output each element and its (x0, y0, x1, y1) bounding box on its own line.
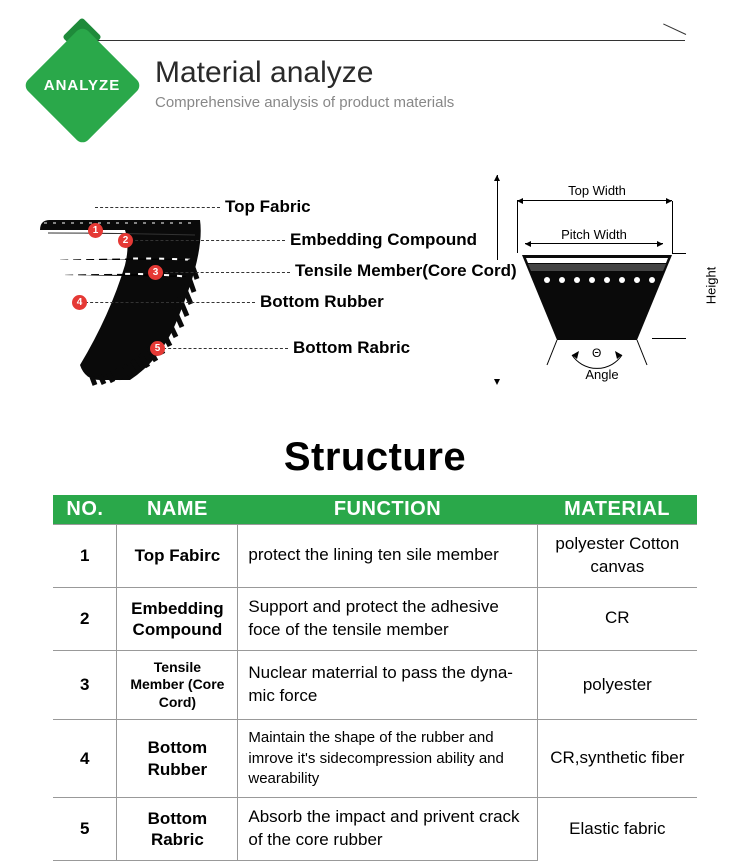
cell-function: protect the lining ten sile member (238, 525, 537, 588)
header-divider (85, 40, 685, 41)
belt-layer-diagram: 1 2 3 4 5 Top Fabric Embedding Compound … (30, 165, 460, 400)
cell-material: CR (537, 587, 697, 650)
table-header-row: NO. NAME FUNCTION MATERIAL (53, 495, 697, 525)
callout-dot-3: 3 (148, 265, 163, 280)
leader-line (80, 302, 255, 303)
cell-material: polyester (537, 650, 697, 720)
leader-line (125, 240, 285, 241)
table-row: 2Embedding CompoundSupport and protect t… (53, 587, 697, 650)
cell-name: Embedding Compound (117, 587, 238, 650)
cross-section-diagram: Top Width Pitch Width Height Θ Angle (497, 175, 692, 385)
badge-text: ANALYZE (22, 25, 142, 145)
leader-line (155, 272, 290, 273)
diagram-section: 1 2 3 4 5 Top Fabric Embedding Compound … (0, 155, 750, 425)
cell-name: Bottom Rubber (117, 720, 238, 798)
callout-dot-1: 1 (88, 223, 103, 238)
label-pitch-width: Pitch Width (545, 227, 643, 242)
cell-no: 2 (53, 587, 117, 650)
cell-material: polyester Cotton canvas (537, 525, 697, 588)
th-function: FUNCTION (238, 495, 537, 525)
cell-function: Support and protect the adhesive foce of… (238, 587, 537, 650)
title-block: Material analyze Comprehensive analysis … (155, 56, 454, 111)
layer-label-bottom-fabric: Bottom Rabric (293, 338, 410, 358)
layer-label-tensile: Tensile Member(Core Cord) (295, 261, 517, 281)
dim-pitch-width (525, 243, 663, 244)
table-row: 4Bottom RubberMaintain the shape of the … (53, 720, 697, 798)
cell-no: 1 (53, 525, 117, 588)
th-no: NO. (53, 495, 117, 525)
label-theta: Θ (592, 346, 601, 360)
dim-height (497, 175, 498, 260)
cell-no: 4 (53, 720, 117, 798)
table-row: 3Tensile Member (Core Cord)Nuclear mater… (53, 650, 697, 720)
structure-table: NO. NAME FUNCTION MATERIAL 1Top Fabircpr… (53, 495, 697, 861)
callout-dot-4: 4 (72, 295, 87, 310)
layer-label-embedding: Embedding Compound (290, 230, 477, 250)
analyze-badge: ANALYZE (22, 25, 142, 145)
table-row: 1Top Fabircprotect the lining ten sile m… (53, 525, 697, 588)
structure-heading: Structure (0, 435, 750, 480)
label-height: Height (704, 267, 719, 305)
cell-no: 3 (53, 650, 117, 720)
th-material: MATERIAL (537, 495, 697, 525)
cell-name: Tensile Member (Core Cord) (117, 650, 238, 720)
dim-top-width (517, 200, 672, 201)
layer-label-bottom-rubber: Bottom Rubber (260, 292, 384, 312)
page-subtitle: Comprehensive analysis of product materi… (155, 94, 454, 111)
callout-dot-5: 5 (150, 341, 165, 356)
header-section: ANALYZE Material analyze Comprehensive a… (0, 0, 750, 155)
cell-function: Nuclear materrial to pass the dyna-mic f… (238, 650, 537, 720)
page-title: Material analyze (155, 56, 454, 90)
leader-line (95, 207, 220, 208)
leader-line (158, 348, 288, 349)
layer-label-top-fabric: Top Fabric (225, 197, 311, 217)
cell-name: Top Fabirc (117, 525, 238, 588)
callout-dot-2: 2 (118, 233, 133, 248)
cell-function: Maintain the shape of the rubber and imr… (238, 720, 537, 798)
th-name: NAME (117, 495, 238, 525)
label-top-width: Top Width (542, 183, 652, 198)
cell-material: CR,synthetic fiber (537, 720, 697, 798)
label-angle: Angle (579, 367, 625, 382)
